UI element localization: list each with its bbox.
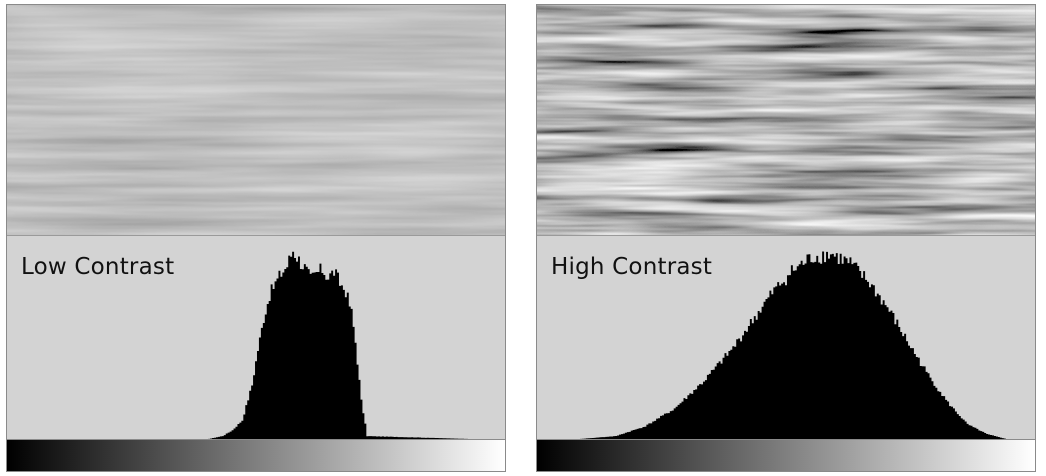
high-contrast-panel: High Contrast <box>536 4 1036 472</box>
low-contrast-histogram-area <box>7 251 505 440</box>
low-contrast-histogram: Low Contrast <box>7 235 505 440</box>
low-contrast-gradient-bar <box>7 439 505 471</box>
high-contrast-histogram-plot <box>537 251 1035 440</box>
high-contrast-water-image <box>537 5 1035 235</box>
low-contrast-water-image <box>7 5 505 235</box>
low-contrast-panel: Low Contrast <box>6 4 506 472</box>
low-contrast-title: Low Contrast <box>21 254 175 280</box>
high-contrast-title: High Contrast <box>551 254 713 280</box>
high-contrast-histogram-area <box>537 251 1035 440</box>
low-contrast-histogram-plot <box>7 251 505 440</box>
high-contrast-gradient-bar <box>537 439 1035 471</box>
high-contrast-histogram: High Contrast <box>537 235 1035 440</box>
